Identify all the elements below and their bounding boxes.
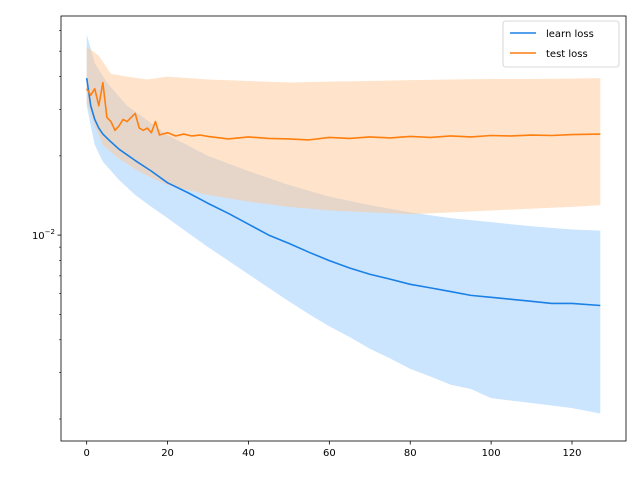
y-tick-mantissa: 10 <box>32 231 45 242</box>
learn-loss-band <box>86 34 601 414</box>
x-tick-label: 120 <box>562 448 581 459</box>
test-loss-line <box>85 81 601 141</box>
x-tick-label: 60 <box>323 448 336 459</box>
legend: learn loss test loss <box>502 20 620 68</box>
learn-loss-line <box>85 77 601 307</box>
test-loss-legend-label: test loss <box>546 49 588 60</box>
x-tick-label: 80 <box>404 448 417 459</box>
x-tick-label: 20 <box>161 448 174 459</box>
learn-loss-legend-label: learn loss <box>546 29 594 40</box>
legend-box <box>502 20 620 68</box>
y-axis-ticks: 10−2 <box>32 30 61 420</box>
plot-area-frame <box>60 15 627 442</box>
x-axis-ticks: 0 20 40 60 80 100 120 <box>83 441 582 459</box>
x-tick-label: 100 <box>482 448 501 459</box>
x-tick-label: 0 <box>83 448 89 459</box>
test-loss-band <box>86 46 601 215</box>
y-tick-label: 10−2 <box>32 228 55 242</box>
confidence-bands <box>86 34 601 414</box>
series-lines <box>85 77 601 307</box>
x-tick-label: 40 <box>242 448 255 459</box>
y-tick-exponent: −2 <box>45 228 55 236</box>
